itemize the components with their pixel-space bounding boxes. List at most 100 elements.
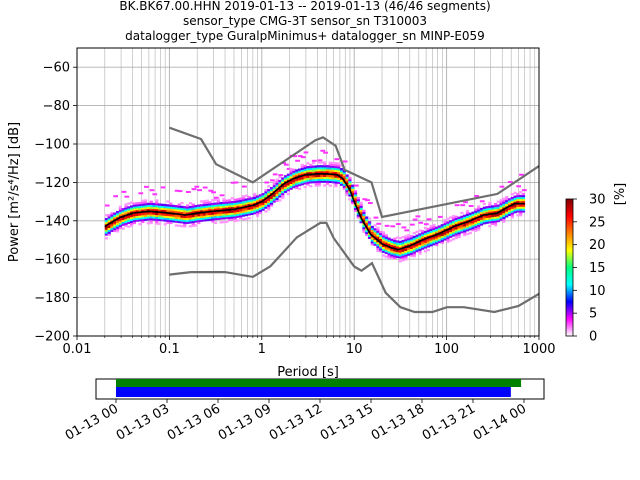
heatmap-cell <box>320 176 324 179</box>
heatmap-cell <box>247 195 251 199</box>
heatmap-cell <box>356 206 360 209</box>
heatmap-cell <box>281 190 285 194</box>
heatmap-cell <box>107 233 111 236</box>
heatmap-cell <box>247 213 251 216</box>
heatmap-cell <box>516 214 520 217</box>
heatmap-cell <box>460 225 464 228</box>
heatmap-cell <box>334 183 338 186</box>
heatmap-cell <box>286 175 290 178</box>
heatmap-cell <box>138 213 142 216</box>
heatmap-cell <box>157 218 162 222</box>
heatmap-cell <box>387 243 391 246</box>
heatmap-cell <box>104 237 109 240</box>
heatmap-cell <box>267 200 271 203</box>
heatmap-cell <box>250 197 254 200</box>
heatmap-cell <box>127 217 131 221</box>
heatmap-cell <box>174 207 178 210</box>
heatmap-cell <box>113 212 117 215</box>
heatmap-cell <box>272 181 276 184</box>
heatmap-cell <box>446 227 450 230</box>
heatmap-cell <box>253 198 257 201</box>
heatmap-cell <box>297 155 303 158</box>
heatmap-cell <box>272 186 276 190</box>
heatmap-cell <box>239 203 243 206</box>
heatmap-cell <box>465 219 470 222</box>
heatmap-cell <box>320 149 326 152</box>
heatmap-cell <box>317 165 321 168</box>
heatmap-cell <box>166 209 170 213</box>
heatmap-cell <box>269 202 274 205</box>
heatmap-cell <box>275 193 279 197</box>
heatmap-cell <box>247 199 251 203</box>
heatmap-cell <box>479 211 484 215</box>
heatmap-cell <box>113 214 117 217</box>
heatmap-cell <box>463 214 467 217</box>
heatmap-cell <box>317 178 321 181</box>
heatmap-cell <box>303 172 307 175</box>
heatmap-cell <box>437 236 442 240</box>
heatmap-cell <box>264 181 270 184</box>
heatmap-cell <box>202 217 206 220</box>
heatmap-cell <box>491 211 495 214</box>
heatmap-cell <box>398 244 402 247</box>
heatmap-cell <box>225 216 229 220</box>
heatmap-cell <box>390 252 394 255</box>
heatmap-cell <box>463 231 467 235</box>
heatmap-cell <box>149 214 153 217</box>
heatmap-cell <box>435 228 439 231</box>
heatmap-cell <box>376 228 380 231</box>
heatmap-cell <box>180 219 184 222</box>
heatmap-cell <box>233 200 237 203</box>
heatmap-cell <box>311 165 316 168</box>
heatmap-cell <box>211 204 215 208</box>
heatmap-cell <box>258 201 262 205</box>
heatmap-cell <box>463 224 467 227</box>
heatmap-cell <box>216 200 220 203</box>
heatmap-cell <box>222 199 226 203</box>
heatmap-cell <box>185 208 190 211</box>
heatmap-cell <box>334 158 340 161</box>
heatmap-cell <box>426 239 430 242</box>
heatmap-cell <box>339 171 344 175</box>
heatmap-cell <box>250 201 254 204</box>
heatmap-cell <box>412 239 416 242</box>
heatmap-cell <box>384 247 388 251</box>
heatmap-cell <box>317 161 321 164</box>
heatmap-cell <box>130 207 134 210</box>
heatmap-cell <box>127 225 131 228</box>
heatmap-cell <box>211 198 215 202</box>
heatmap-cell <box>197 204 201 207</box>
heatmap-cell <box>404 238 408 242</box>
heatmap-cell <box>507 211 512 215</box>
heatmap-cell <box>300 183 304 186</box>
heatmap-cell <box>404 235 408 238</box>
heatmap-cell <box>418 248 422 251</box>
heatmap-cell <box>379 236 383 239</box>
heatmap-cell <box>451 224 456 227</box>
heatmap-cell <box>482 212 486 215</box>
heatmap-cell <box>426 229 430 233</box>
heatmap-cell <box>267 204 271 207</box>
heatmap-cell <box>213 198 218 201</box>
heatmap-cell <box>219 205 223 209</box>
heatmap-cell <box>225 207 229 210</box>
heatmap-cell <box>216 198 220 201</box>
heatmap-cell <box>233 217 237 221</box>
heatmap-cell <box>306 181 310 184</box>
heatmap-cell <box>244 217 248 220</box>
heatmap-cell <box>283 163 289 166</box>
heatmap-cell <box>370 225 374 229</box>
heatmap-cell <box>213 202 218 205</box>
heatmap-cell <box>393 241 397 244</box>
heatmap-cell <box>440 233 444 237</box>
heatmap-cell <box>505 201 509 205</box>
heatmap-cell <box>367 236 372 239</box>
heatmap-cell <box>337 177 341 181</box>
heatmap-cell <box>348 176 352 180</box>
heatmap-cell <box>113 220 117 223</box>
heatmap-cell <box>491 220 495 223</box>
heatmap-cell <box>443 228 447 231</box>
heatmap-cell <box>286 185 290 188</box>
heatmap-cell <box>239 201 243 204</box>
heatmap-cell <box>300 179 304 182</box>
